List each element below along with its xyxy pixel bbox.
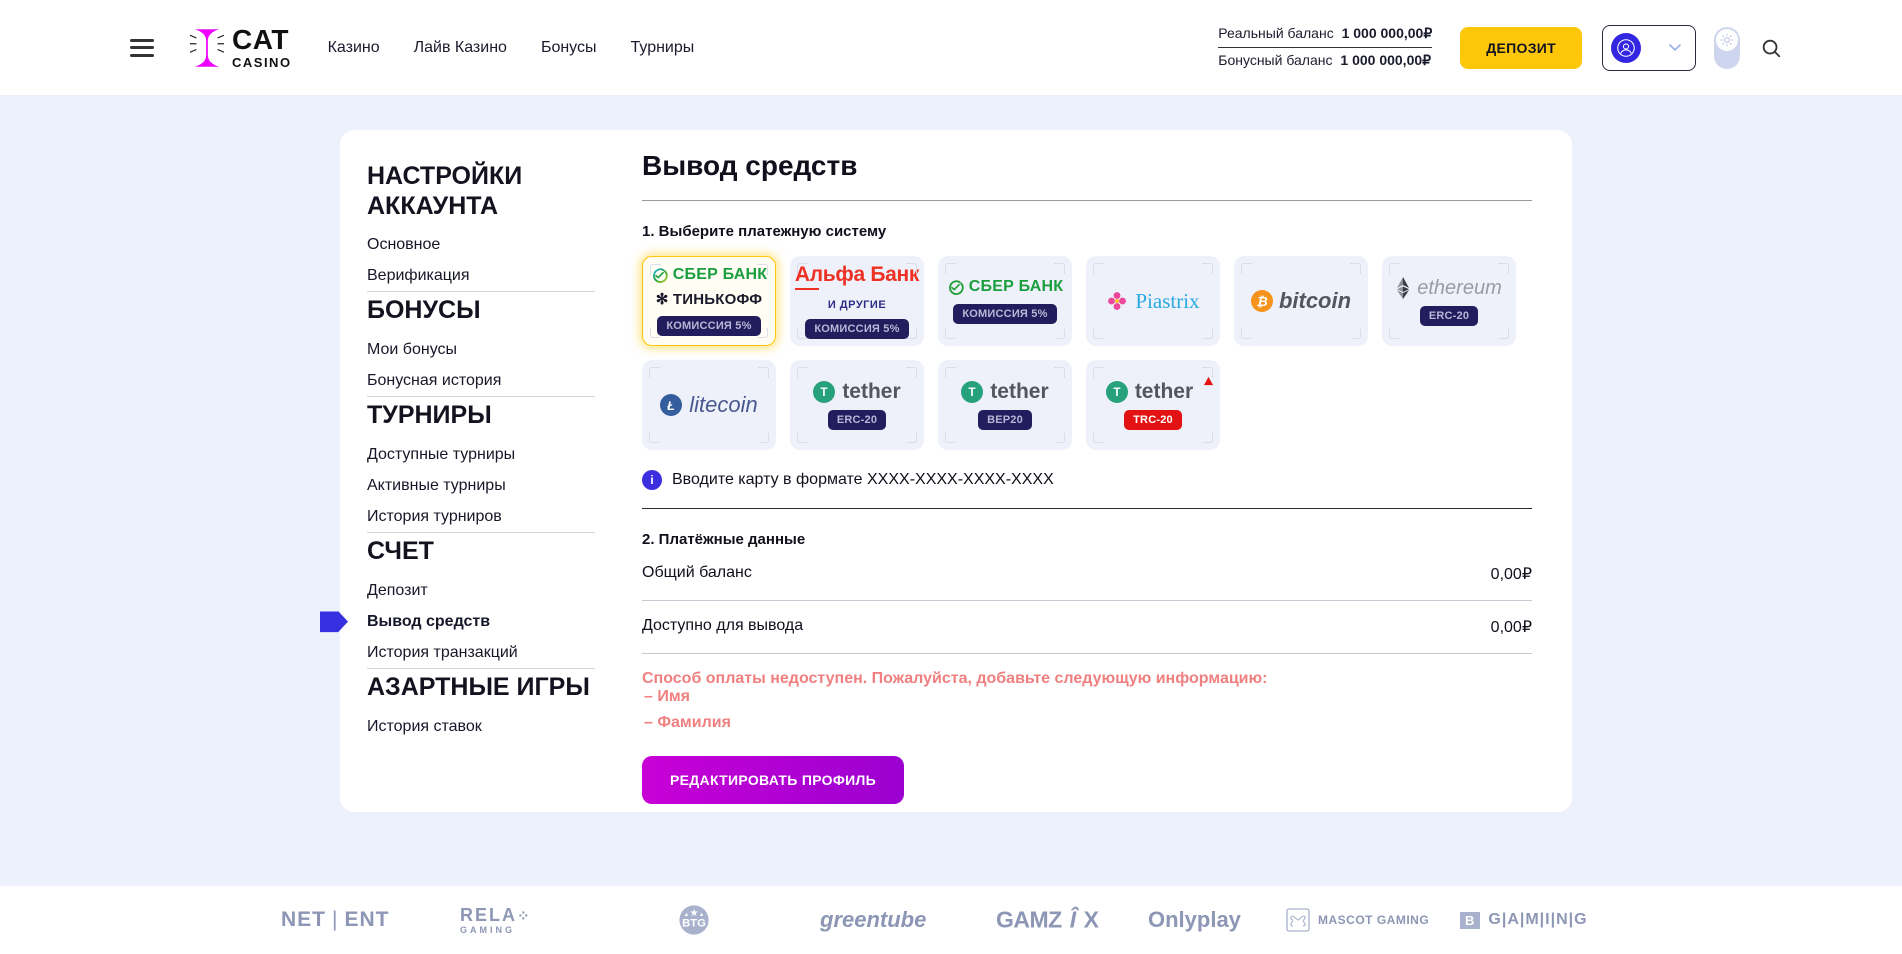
svg-text:T: T — [969, 386, 976, 399]
svg-text:₿: ₿ — [1256, 294, 1267, 309]
svg-text:Ł: Ł — [666, 399, 675, 413]
svg-text:★: ★ — [689, 907, 698, 917]
svg-text:T: T — [821, 386, 828, 399]
svg-text:T: T — [1113, 386, 1120, 399]
svg-text:BTG: BTG — [682, 918, 706, 930]
